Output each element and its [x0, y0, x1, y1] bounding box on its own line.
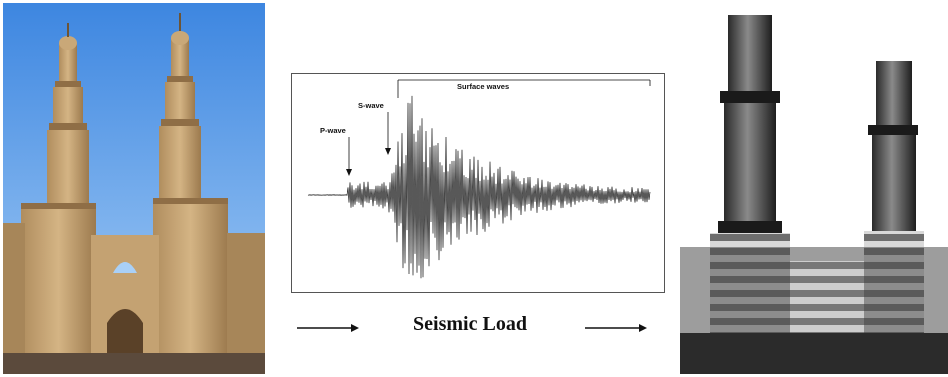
seismogram-trace [307, 95, 651, 279]
minarets-color-photo [3, 3, 265, 374]
p-wave-arrowhead [346, 169, 352, 176]
minarets-historic-photo-drawing [680, 3, 948, 374]
surface-waves-label: Surface waves [457, 82, 509, 91]
seismic-load-caption: Seismic Load [413, 313, 527, 335]
left-arrow-icon [297, 324, 359, 332]
minarets-color-photo-drawing [3, 3, 265, 374]
right-arrow-icon [585, 324, 647, 332]
s-wave-arrowhead [385, 148, 391, 155]
seismogram-panel: Surface waves S-wave P-wave [291, 73, 665, 293]
minarets-historic-photo [680, 3, 948, 374]
s-wave-label: S-wave [358, 101, 384, 110]
seismogram: Surface waves S-wave P-wave [307, 79, 651, 279]
p-wave-label: P-wave [320, 126, 346, 135]
